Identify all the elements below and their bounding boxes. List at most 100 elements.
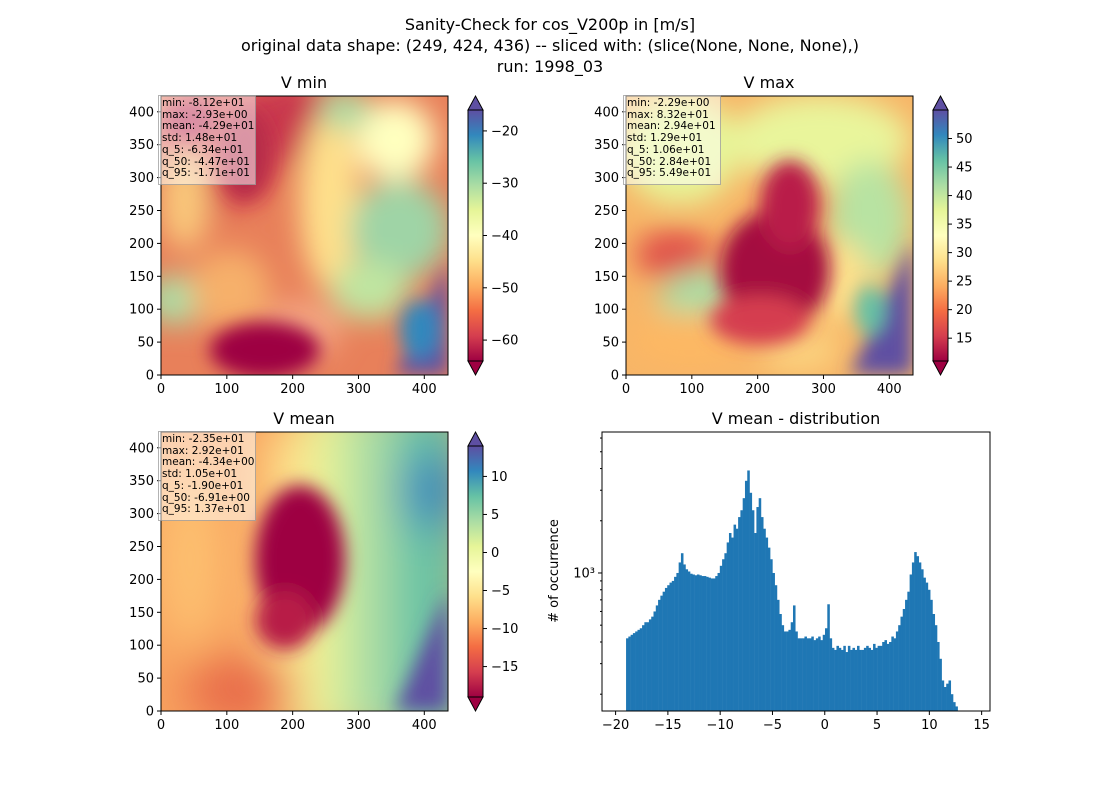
hist-bar [854, 649, 858, 711]
y-tick-label: 100 [129, 639, 154, 654]
hist-bar [735, 528, 739, 711]
hist-title: V mean - distribution [712, 409, 881, 428]
hist-bar [781, 625, 785, 711]
hist-bar [921, 569, 924, 711]
hist-bar [898, 625, 901, 711]
hist-bar [658, 599, 661, 711]
plot-frame-hist [601, 431, 991, 712]
hist-x-tick-label: 5 [873, 718, 881, 733]
hist-bar [692, 574, 695, 711]
colorbar-tick-label: 25 [956, 275, 973, 290]
x-tick-label: 400 [877, 382, 902, 397]
hist-bar [941, 680, 945, 711]
hist-bar [655, 605, 659, 711]
stat-line: max: 8.32e+01 [627, 108, 709, 121]
hist-bar [895, 631, 899, 711]
colorbar-tick-label: −50 [491, 281, 518, 296]
hist-bar [728, 533, 732, 711]
hist-bar [749, 492, 753, 711]
hist-bar [859, 649, 862, 711]
colorbar-tick-label: 50 [956, 132, 973, 147]
stat-line: q_5: -6.34e+01 [162, 143, 244, 156]
hist-bar [845, 652, 849, 711]
hist-bar [671, 580, 675, 711]
x-tick-label: 0 [157, 718, 165, 733]
hist-bar [642, 625, 645, 711]
hist-bar [852, 647, 855, 711]
axis-ticks-vmin: 0 100 200 300 400 0 50 100 150 200 250 300 350 400 [129, 105, 437, 397]
colorbar-tick-label: 30 [956, 246, 973, 261]
suptitle-line-3: run: 1998_03 [497, 57, 603, 77]
hist-bar [790, 622, 794, 711]
hist-bar [850, 649, 853, 711]
colorbar-tick-label: −20 [491, 124, 518, 139]
y-tick-label: 200 [129, 573, 154, 588]
hist-x-tick-label: 15 [973, 718, 990, 733]
hist-bar [902, 608, 906, 711]
hist-bar [765, 537, 769, 711]
hist-bar [822, 634, 826, 711]
stats-box-vmin: min: -8.12e+01 max: -2.93e+00 mean: -4.2… [158, 95, 256, 185]
y-tick-label: 250 [129, 204, 154, 219]
hist-bar [815, 638, 819, 711]
colorbar-tick-label: 0 [491, 546, 499, 561]
y-tick-label: 300 [129, 507, 154, 522]
hist-bar [772, 572, 775, 711]
hist-bar [770, 559, 773, 711]
stat-line: std: 1.05e+01 [162, 468, 238, 481]
hist-bar [804, 636, 807, 711]
hist-bar [930, 599, 933, 711]
hist-bar [626, 638, 629, 711]
hist-bar [820, 640, 823, 711]
hist-bar [715, 576, 718, 711]
colorbar-tick-label: −30 [491, 177, 518, 192]
hist-bar [831, 647, 835, 711]
panel-title-vmax: V max [744, 73, 795, 92]
hist-bar [632, 633, 636, 711]
hist-bar [774, 585, 778, 711]
hist-bar [712, 578, 716, 711]
stat-line: q_50: -6.91e+00 [162, 491, 250, 504]
y-tick-label: 350 [594, 138, 619, 153]
suptitle-line-1: Sanity-Check for cos_V200p in [m/s] [405, 15, 695, 35]
hist-x-tick-label: −15 [654, 718, 681, 733]
hist-bar [884, 640, 888, 711]
hist-bar [886, 643, 890, 711]
x-tick-label: 200 [280, 718, 305, 733]
hist-bar [754, 533, 757, 711]
x-tick-label: 400 [412, 382, 437, 397]
stat-line: q_50: -4.47e+01 [162, 155, 250, 168]
panel-title-vmin: V min [281, 73, 327, 92]
hist-bar [751, 510, 755, 711]
hist-bar [813, 640, 817, 711]
hist-x-tick-label: −5 [763, 718, 782, 733]
hist-bar [934, 625, 938, 711]
y-tick-label: 0 [146, 369, 154, 384]
y-tick-label: 350 [129, 138, 154, 153]
hist-bar [667, 585, 670, 711]
y-tick-label: 150 [594, 270, 619, 285]
hist-bar [760, 517, 764, 711]
stat-line: mean: -4.34e+00 [162, 456, 255, 469]
stat-line: q_95: 5.49e+01 [627, 167, 712, 180]
hist-bar [690, 573, 693, 711]
x-tick-label: 100 [214, 382, 239, 397]
hist-bar [937, 641, 940, 711]
colorbar-vmean [467, 430, 484, 713]
hist-bar [861, 649, 865, 711]
colorbar-tick-label: 35 [956, 218, 973, 233]
x-tick-label: 100 [679, 382, 704, 397]
hist-bar [866, 645, 869, 711]
stat-line: q_50: 2.84e+01 [627, 155, 712, 168]
hist-bar [779, 614, 782, 711]
stat-line: std: 1.29e+01 [627, 132, 703, 145]
hist-bars [626, 470, 958, 711]
hist-bar [943, 687, 947, 711]
hist-bar [909, 574, 913, 711]
hist-bar [797, 638, 801, 711]
hist-bar [891, 636, 894, 711]
y-tick-label: 100 [594, 303, 619, 318]
y-tick-label: 400 [129, 441, 154, 456]
y-tick-label: 400 [594, 105, 619, 120]
hist-bar [699, 575, 702, 711]
